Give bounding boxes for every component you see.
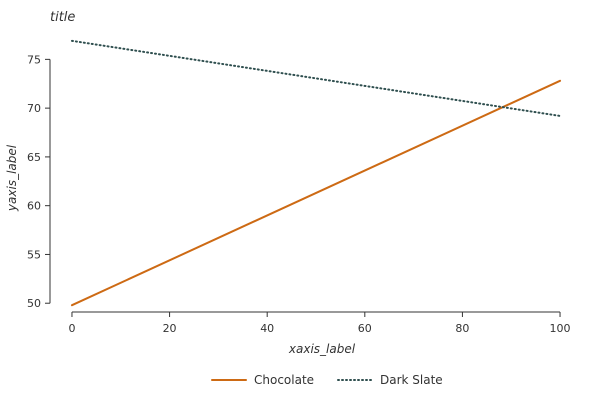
y-axis-label: yaxis_label bbox=[5, 144, 19, 212]
x-tick-label: 80 bbox=[455, 322, 469, 335]
legend-label: Dark Slate bbox=[380, 373, 443, 387]
y-tick-label: 60 bbox=[27, 200, 41, 213]
legend: Chocolate Dark Slate bbox=[211, 373, 443, 387]
x-tick-label: 20 bbox=[163, 322, 177, 335]
series-layer bbox=[70, 39, 562, 307]
x-tick-label: 100 bbox=[550, 322, 571, 335]
y-axis: 50 55 60 65 70 75 bbox=[27, 53, 51, 310]
y-tick-label: 55 bbox=[27, 248, 41, 261]
x-axis-label: xaxis_label bbox=[288, 342, 356, 356]
chart-title: title bbox=[50, 10, 75, 25]
x-tick-label: 40 bbox=[260, 322, 274, 335]
series-line-dark-slate bbox=[70, 39, 562, 117]
x-tick-label: 60 bbox=[358, 322, 372, 335]
y-tick-label: 50 bbox=[27, 297, 41, 310]
y-tick-label: 70 bbox=[27, 102, 41, 115]
y-tick-label: 75 bbox=[27, 53, 41, 66]
x-tick-label: 0 bbox=[68, 322, 75, 335]
series-line-chocolate bbox=[70, 79, 562, 307]
y-tick-label: 65 bbox=[27, 151, 41, 164]
legend-label: Chocolate bbox=[254, 373, 314, 387]
x-axis: 0 20 40 60 80 100 bbox=[68, 311, 571, 335]
